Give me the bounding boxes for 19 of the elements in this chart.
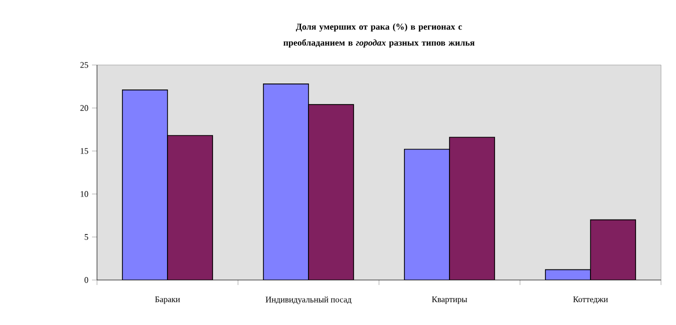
bar xyxy=(122,90,168,280)
bar xyxy=(262,84,309,280)
y-tick-label: 20 xyxy=(80,105,88,111)
x-tick-label: Квартиры xyxy=(432,296,468,304)
y-tick-label: 15 xyxy=(80,148,88,154)
y-tick-label: 0 xyxy=(84,277,88,283)
bar xyxy=(544,269,591,280)
bar xyxy=(449,136,496,280)
y-tick-label: 25 xyxy=(80,62,88,68)
bar xyxy=(308,104,354,280)
bar xyxy=(167,135,214,280)
x-tick-label: Индивидуальный посад xyxy=(266,296,352,304)
y-tick-label: 10 xyxy=(80,191,88,197)
bar xyxy=(404,148,450,280)
chart-title: Доля умерших от рака (%) в регионах с преобладанием в городах разных типов жилья xyxy=(283,23,475,48)
y-tick-label: 5 xyxy=(84,234,88,240)
bar xyxy=(590,219,636,280)
x-tick-label: Бараки xyxy=(155,296,180,304)
x-tick-label: Коттеджи xyxy=(573,296,608,304)
